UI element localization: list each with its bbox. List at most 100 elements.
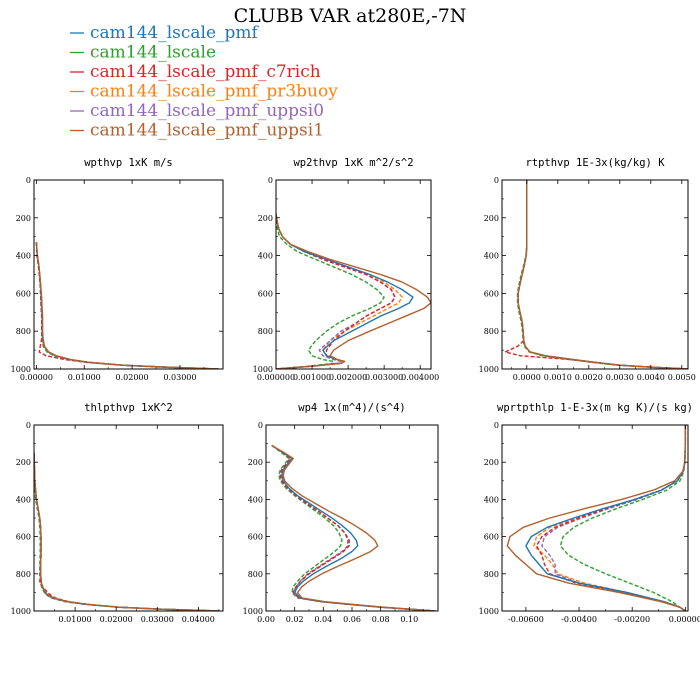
y-tick-label: 600 xyxy=(248,533,263,542)
series-group xyxy=(271,444,436,611)
x-tick-label: 0.00 xyxy=(257,615,275,624)
y-tick-label: 400 xyxy=(16,495,31,504)
series-line-cam144_lscale_pmf_uppsi0 xyxy=(517,180,688,369)
x-tick-label: -0.00600 xyxy=(508,615,544,624)
x-tick-label: 0.03000 xyxy=(141,615,174,624)
series-line-cam144_lscale_pmf_uppsi1 xyxy=(34,452,219,611)
y-tick-label: 200 xyxy=(248,458,263,467)
x-tick-label: 0.10 xyxy=(400,615,418,624)
x-tick-label: 0.02000 xyxy=(100,615,133,624)
x-tick-label: 0.0010 xyxy=(544,373,572,382)
x-tick-label: 0.01000 xyxy=(59,615,92,624)
series-line-cam144_lscale_pmf_uppsi0 xyxy=(35,242,219,369)
x-tick-label: 0.003000 xyxy=(365,373,403,382)
y-tick-label: 800 xyxy=(258,327,273,336)
panel-3: rtpthvp 1E-3x(kg/kg) K 0 200 400 600 800 1000 0… xyxy=(479,157,696,382)
y-tick-label: 400 xyxy=(484,252,499,261)
legend-entry: cam144_lscale xyxy=(70,43,216,63)
plot-frame xyxy=(501,179,689,370)
x-tick-label: 0.03000 xyxy=(163,373,196,382)
plot-frame xyxy=(275,179,432,370)
panel-title: wp4 1x(m^4)/(s^4) xyxy=(298,402,405,414)
x-tick-label: 0.001000 xyxy=(293,373,331,382)
y-tick-label: 600 xyxy=(258,289,273,298)
plot-frame xyxy=(33,179,224,370)
legend-entry: cam144_lscale_pmf_c7rich xyxy=(70,62,321,82)
plot-frame xyxy=(501,424,689,612)
y-tick-label: 800 xyxy=(484,570,499,579)
series-line-cam144_lscale_pmf_uppsi1 xyxy=(506,425,687,611)
y-tick-label: 400 xyxy=(16,252,31,261)
legend-label: cam144_lscale_pmf_uppsi0 xyxy=(90,101,324,121)
x-tick-label: 0.02 xyxy=(286,615,304,624)
series-line-cam144_lscale_pmf_pr3buoy xyxy=(35,242,214,369)
legend-label: cam144_lscale_pmf_pr3buoy xyxy=(90,82,338,102)
x-tick-label: 0.00000 xyxy=(20,373,53,382)
figure-title: CLUBB VAR at280E,-7N xyxy=(234,5,467,27)
y-tick-label: 200 xyxy=(16,214,31,223)
y-tick-label: 600 xyxy=(16,533,31,542)
series-line-cam144_lscale xyxy=(35,242,209,369)
y-tick-label: 800 xyxy=(248,570,263,579)
x-tick-label: 0.002000 xyxy=(329,373,367,382)
y-tick-label: 200 xyxy=(258,214,273,223)
series-line-cam144_lscale_pmf xyxy=(35,242,219,369)
series-line-cam144_lscale_pmf_uppsi1 xyxy=(517,180,688,369)
x-tick-label: 0.000000 xyxy=(257,373,295,382)
y-tick-label: 0 xyxy=(494,176,499,185)
panel-4: thlpthvp 1xK^2 0 200 400 600 800 1000 0.01000 0.… xyxy=(11,402,224,624)
y-tick-label: 1000 xyxy=(11,365,31,374)
legend-entry: cam144_lscale_pmf_pr3buoy xyxy=(70,82,338,102)
series-group xyxy=(34,452,219,611)
legend-label: cam144_lscale xyxy=(90,43,216,63)
x-tick-label: 0.00000 xyxy=(669,615,700,624)
y-tick-label: 400 xyxy=(248,495,263,504)
series-line-cam144_lscale xyxy=(34,452,215,611)
x-tick-label: -0.00200 xyxy=(614,615,650,624)
series-line-cam144_lscale_pmf_pr3buoy xyxy=(533,425,687,611)
x-tick-label: 0.0040 xyxy=(637,373,665,382)
series-line-cam144_lscale_pmf_c7rich xyxy=(504,180,688,369)
series-line-cam144_lscale_pmf_uppsi0 xyxy=(541,425,687,611)
series-line-cam144_lscale_pmf_uppsi0 xyxy=(34,452,219,611)
x-tick-label: 0.0050 xyxy=(668,373,696,382)
y-tick-label: 800 xyxy=(16,570,31,579)
series-line-cam144_lscale_pmf_c7rich xyxy=(276,213,396,369)
y-tick-label: 1000 xyxy=(11,607,31,616)
y-tick-label: 800 xyxy=(16,327,31,336)
x-tick-label: 0.04000 xyxy=(182,615,215,624)
x-tick-label: 0.02000 xyxy=(116,373,149,382)
y-tick-label: 1000 xyxy=(479,607,499,616)
x-tick-label: 0.04 xyxy=(314,615,332,624)
panel-title: wp2thvp 1xK m^2/s^2 xyxy=(293,157,413,169)
x-tick-label: 0.08 xyxy=(372,615,390,624)
series-line-cam144_lscale_pmf_uppsi0 xyxy=(271,444,436,611)
y-tick-label: 400 xyxy=(484,495,499,504)
y-tick-label: 600 xyxy=(16,289,31,298)
series-line-cam144_lscale_pmf_uppsi1 xyxy=(271,444,436,611)
series-line-cam144_lscale xyxy=(559,425,687,611)
series-line-cam144_lscale_pmf_c7rich xyxy=(34,452,219,611)
series-line-cam144_lscale_pmf xyxy=(517,180,688,369)
series-line-cam144_lscale xyxy=(516,180,682,369)
plot-frame xyxy=(265,424,439,612)
y-tick-label: 0 xyxy=(258,421,263,430)
plot-frame xyxy=(33,424,224,612)
x-tick-label: -0.00400 xyxy=(561,615,597,624)
panel-2: wp2thvp 1xK m^2/s^2020040060080010000.00… xyxy=(253,157,440,382)
y-tick-label: 200 xyxy=(16,458,31,467)
y-tick-label: 0 xyxy=(26,176,31,185)
y-tick-label: 600 xyxy=(484,533,499,542)
series-line-cam144_lscale_pmf_uppsi1 xyxy=(276,213,431,369)
series-line-cam144_lscale_pmf_c7rich xyxy=(271,444,436,611)
series-line-cam144_lscale_pmf_pr3buoy xyxy=(517,180,688,369)
series-line-cam144_lscale xyxy=(276,213,385,369)
panel-title: wprtpthlp 1-E-3x(m kg K)/(s kg) xyxy=(497,402,693,414)
y-tick-label: 400 xyxy=(258,252,273,261)
y-tick-label: 0 xyxy=(26,421,31,430)
y-tick-label: 1000 xyxy=(479,365,499,374)
series-line-cam144_lscale_pmf_c7rich xyxy=(535,425,687,611)
